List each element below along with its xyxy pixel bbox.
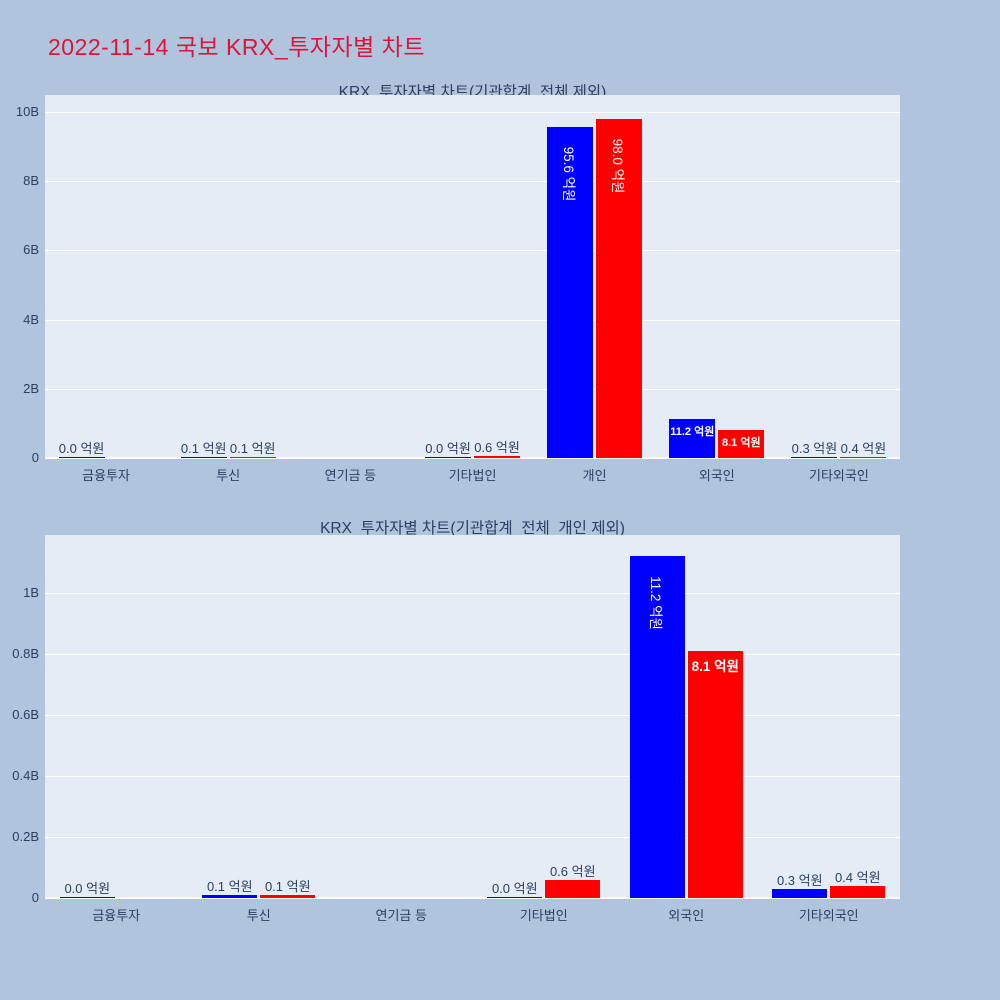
bar-blue — [487, 897, 543, 898]
x-tick-label: 금융투자 — [92, 908, 141, 923]
y-tick-label: 4B — [23, 311, 39, 327]
bar-red — [229, 457, 276, 458]
x-tick-label: 연기금 등 — [375, 908, 427, 923]
bar-value-label: 0.1 억원 — [180, 441, 227, 456]
bar-red — [687, 651, 743, 898]
x-tick-label: 기타법인 — [519, 908, 568, 923]
gridline — [45, 714, 900, 716]
bar-value-label: 0.6 억원 — [549, 864, 596, 879]
chart-top-plot-area: 0.0 억원 0.1 억원 0.1 억원 0.0 억원 0.6 억원 95.6 억원 98.… — [45, 95, 900, 459]
bar-red — [474, 456, 520, 458]
bar-value-label: 8.1 억원 — [691, 659, 739, 674]
chart-section-top: KRX_투자자별 차트(기관합계_전체 제외) 0.0 억원 0.1 억원 0.1 … — [0, 80, 1000, 500]
x-tick-label: 외국인 — [668, 908, 705, 923]
bar-blue — [425, 457, 471, 458]
y-tick-label: 8B — [23, 173, 39, 189]
bar-value-label: 0.3 억원 — [776, 873, 823, 888]
bar-value-label: 0.4 억원 — [840, 441, 887, 456]
bar-value-label: 0.1 억원 — [206, 879, 253, 894]
bar-blue — [791, 457, 838, 458]
chart-bottom-plot-area: 0.0 억원 0.1 억원 0.1 억원 0.0 억원 0.6 억원 11.2 억원 8.1… — [45, 535, 900, 899]
bar-red — [260, 895, 316, 898]
x-tick-label: 투신 — [246, 908, 271, 923]
y-tick-label: 0.8B — [12, 645, 39, 661]
x-tick-label: 연기금 등 — [324, 468, 377, 483]
bar-value-label: 0.1 억원 — [264, 879, 311, 894]
bar-blue — [669, 419, 716, 458]
bar-red — [545, 880, 601, 898]
bar-value-label: 0.0 억원 — [491, 881, 538, 896]
y-tick-label: 1B — [23, 584, 39, 600]
page-title: 2022-11-14 국보 KRX_투자자별 차트 — [48, 34, 425, 60]
x-tick-label: 기타외국인 — [798, 908, 859, 923]
bar-value-label: 0.0 억원 — [64, 881, 111, 896]
bar-value-label: 8.1 억원 — [721, 437, 761, 449]
chart-section-bottom: KRX_투자자별 차트(기관합계_전체_개인 제외) 0.0 억원 0.1 억원 0… — [0, 516, 1000, 936]
bar-value-label: 95.6 억원 — [561, 146, 577, 202]
gridline — [45, 897, 900, 899]
bar-blue — [202, 895, 258, 898]
bar-blue — [772, 889, 828, 898]
bar-blue — [58, 457, 105, 458]
x-tick-label: 외국인 — [698, 468, 735, 483]
bar-value-label: 0.4 억원 — [834, 870, 881, 885]
bar-blue — [180, 457, 227, 458]
bar-value-label: 98.0 억원 — [610, 138, 626, 194]
chart-bottom-title: KRX_투자자별 차트(기관합계_전체_개인 제외) — [320, 520, 625, 537]
gridline — [45, 111, 900, 113]
y-tick-label: 0 — [31, 450, 39, 465]
bar-value-label: 0.3 억원 — [791, 441, 838, 456]
bar-red — [830, 886, 886, 898]
gridline — [45, 653, 900, 655]
x-tick-label: 개인 — [582, 468, 607, 483]
bar-red — [718, 430, 765, 458]
x-tick-label: 기타외국인 — [809, 468, 869, 483]
bar-value-label: 0.0 억원 — [425, 441, 471, 456]
bar-value-label: 11.2 억원 — [648, 576, 664, 630]
gridline — [45, 775, 900, 777]
bar-value-label: 11.2 억원 — [670, 426, 715, 438]
gridline — [45, 457, 900, 459]
y-tick-label: 2B — [23, 380, 39, 396]
bar-value-label: 0.6 억원 — [474, 440, 520, 455]
gridline — [45, 388, 900, 390]
bar-red — [596, 119, 643, 458]
y-tick-label: 0.2B — [12, 828, 39, 844]
x-tick-label: 기타법인 — [448, 468, 497, 483]
y-tick-label: 10B — [15, 103, 39, 119]
y-tick-label: 0 — [31, 890, 39, 905]
bar-value-label: 0.1 억원 — [229, 441, 276, 456]
x-tick-label: 금융투자 — [82, 468, 130, 483]
bar-blue — [59, 897, 115, 898]
y-tick-label: 0.6B — [12, 706, 39, 722]
y-tick-label: 6B — [23, 242, 39, 258]
gridline — [45, 250, 900, 252]
gridline — [45, 319, 900, 321]
gridline — [45, 592, 900, 594]
bar-red — [840, 457, 887, 458]
bar-blue — [629, 556, 685, 898]
x-tick-label: 투신 — [216, 468, 241, 483]
gridline — [45, 181, 900, 183]
bar-value-label: 0.0 억원 — [58, 441, 105, 456]
y-tick-label: 0.4B — [12, 767, 39, 783]
gridline — [45, 836, 900, 838]
bar-blue — [547, 127, 594, 458]
